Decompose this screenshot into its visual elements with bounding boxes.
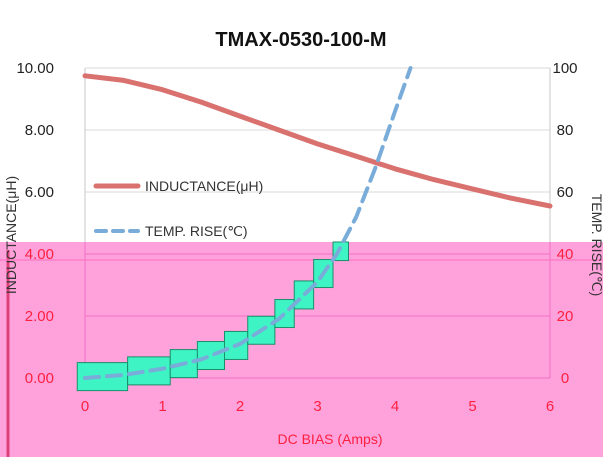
chart-title: TMAX-0530-100-M <box>215 29 386 51</box>
series-lines <box>82 66 553 380</box>
x-tick-label: 6 <box>546 398 554 415</box>
inductance-line <box>82 73 553 209</box>
y-right-tick-label: 100 <box>552 60 577 77</box>
x-axis-title: DC BIAS (Amps) <box>277 431 382 447</box>
x-tick-label: 3 <box>313 398 321 415</box>
legend: INDUCTANCE(μH) TEMP. RISE(℃) <box>93 178 263 239</box>
y-right-tick-label: 60 <box>557 184 574 201</box>
highlight-step <box>196 341 225 371</box>
y-right-tick-label: 40 <box>557 246 574 263</box>
x-tick-label: 4 <box>391 398 399 415</box>
x-tick-label: 2 <box>236 398 244 415</box>
y-left-tick-label: 0.00 <box>25 370 54 387</box>
y-left-tick-label: 2.00 <box>25 308 54 325</box>
pink-band <box>0 242 603 457</box>
y-left-tick-label: 4.00 <box>25 246 54 263</box>
y-right-tick-label: 20 <box>557 308 574 325</box>
x-tick-label: 5 <box>468 398 476 415</box>
highlight-overlay <box>0 241 603 457</box>
temp-rise-line <box>83 66 413 380</box>
y-left-axis-title: INDUCTANCE(μH) <box>3 176 19 294</box>
y-left-tick-label: 10.00 <box>16 60 54 77</box>
y-right-tick-label: 80 <box>557 122 574 139</box>
y-left-tick-label: 8.00 <box>25 122 54 139</box>
x-tick-label: 1 <box>158 398 166 415</box>
legend-label: TEMP. RISE(℃) <box>145 223 248 239</box>
y-right-axis-title: TEMP. RISE(℃) <box>589 194 603 297</box>
y-right-tick-label: 0 <box>561 370 569 387</box>
legend-label: INDUCTANCE(μH) <box>145 178 263 194</box>
x-tick-label: 0 <box>81 398 89 415</box>
tick-labels: 0.00 2.00 4.00 6.00 8.00 10.00 0 20 40 60 80 100 0 1 2… <box>16 60 577 415</box>
y-left-tick-label: 6.00 <box>25 184 54 201</box>
